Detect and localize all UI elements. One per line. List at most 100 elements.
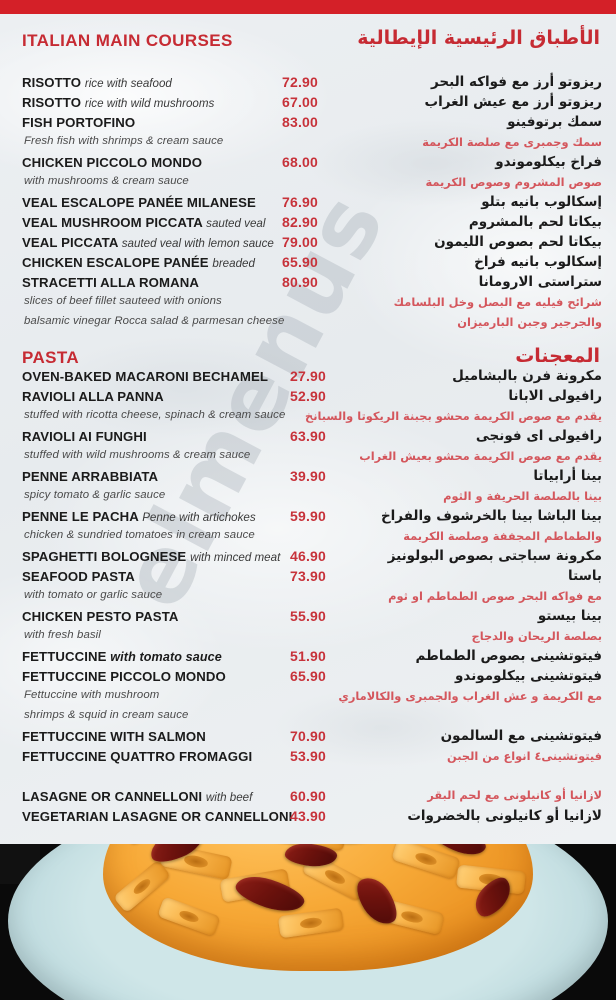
menu-row-desc: with fresh basil [22, 629, 332, 649]
menu-row[interactable]: PENNE ARRABBIATA 39.90 [22, 468, 332, 489]
menu-row[interactable]: FETTUCCINE with tomato sauce 51.90 [22, 648, 332, 669]
item-name: RISOTTO rice with wild mushrooms [22, 95, 215, 110]
item-description: spicy tomato & garlic sauce [24, 489, 166, 501]
item-name: STRACETTI ALLA ROMANA [22, 275, 199, 290]
menu-row[interactable]: STRACETTI ALLA ROMANA 80.90 [22, 274, 332, 295]
item-price: 59.90 [290, 508, 327, 524]
item-name-ar: إسكالوب بانيه بتلو [481, 194, 602, 210]
menu-row-desc: balsamic vinegar Rocca salad & parmesan … [22, 315, 332, 335]
item-description-ar: يقدم مع صوص الكريمة محشو بجبنة الريكوتا … [305, 409, 602, 423]
item-subtitle: rice with wild mushrooms [84, 97, 215, 110]
menu-row-desc: shrimps & squid in cream sauce [22, 709, 332, 729]
item-name-ar: فيتوتشينى بصوص الطماطم [415, 648, 602, 664]
item-name: VEGETARIAN LASAGNE OR CANNELLONI [22, 809, 293, 824]
menu-row-desc: stuffed with ricotta cheese, spinach & c… [22, 409, 332, 429]
item-price: 72.90 [282, 74, 319, 90]
menu-row[interactable]: RISOTTO rice with seafood 72.90 [22, 74, 332, 95]
menu-row[interactable]: RISOTTO rice with wild mushrooms 67.00 [22, 94, 332, 115]
item-name: FETTUCCINE PICCOLO MONDO [22, 669, 226, 684]
item-description: stuffed with ricotta cheese, spinach & c… [24, 409, 286, 421]
item-price: 53.90 [290, 748, 327, 764]
item-name: CHICKEN PESTO PASTA [22, 609, 179, 624]
menu-row[interactable]: FETTUCCINE QUATTRO FROMAGGI 53.90 [22, 748, 332, 769]
menu-row[interactable]: RAVIOLI AI FUNGHI 63.90 [22, 428, 332, 449]
item-name-ar: مكرونة فرن بالبشاميل [452, 368, 602, 384]
item-subtitle: sauted veal [206, 217, 266, 230]
item-description-ar: فيتوتشينى٤ انواع من الجبن [446, 749, 602, 763]
item-name: FETTUCCINE WITH SALMON [22, 729, 206, 744]
menu-row[interactable]: FETTUCCINE PICCOLO MONDO 65.90 [22, 668, 332, 689]
menu-row[interactable]: RAVIOLI ALLA PANNA 52.90 [22, 388, 332, 409]
menu-row-desc: slices of beef fillet sauteed with onion… [22, 295, 332, 315]
item-description: chicken & sundried tomatoes in cream sau… [24, 529, 255, 541]
menu-row-desc: stuffed with wild mushrooms & cream sauc… [22, 449, 332, 469]
menu-row[interactable]: LASAGNE OR CANNELLONI with beef 60.90 [22, 788, 332, 809]
menu-row[interactable]: CHICKEN PESTO PASTA 55.90 [22, 608, 332, 629]
item-price: 67.00 [282, 94, 319, 110]
item-name-ar: بيكاتا لحم بالمشروم [468, 214, 602, 230]
item-name-ar: فيتوتشينى مع السالمون [440, 728, 602, 744]
menu-row-desc: chicken & sundried tomatoes in cream sau… [22, 529, 332, 549]
item-price: 27.90 [290, 368, 327, 384]
menu-row[interactable]: VEGETARIAN LASAGNE OR CANNELLONI 43.90 [22, 808, 332, 829]
item-subtitle: Penne with artichokes [142, 511, 256, 524]
item-description-ar: يقدم مع صوص الكريمة محشو بعيش الغراب [359, 449, 602, 463]
item-description: balsamic vinegar Rocca salad & parmesan … [24, 315, 285, 327]
item-name: CHICKEN PICCOLO MONDO [22, 155, 203, 170]
menu-row[interactable]: CHICKEN PICCOLO MONDO 68.00 [22, 154, 332, 175]
item-subtitle: sauted veal with lemon sauce [121, 237, 274, 250]
item-description-ar: والطماطم المجففة وصلصة الكريمة [403, 529, 602, 543]
item-description: stuffed with wild mushrooms & cream sauc… [24, 449, 251, 461]
item-name-ar: فيتوتشينى بيكلوموندو [455, 668, 602, 684]
item-subtitle: with minced meat [190, 551, 281, 564]
item-description-ar: سمك وجمبرى مع صلصة الكريمة [422, 135, 602, 149]
menu-row-desc: with tomato or garlic sauce [22, 589, 332, 609]
menu-content: ITALIAN MAIN COURSES الأطباق الرئيسية ال… [0, 14, 616, 844]
menu-row[interactable]: FISH PORTOFINO 83.00 [22, 114, 332, 135]
menu-row[interactable]: FETTUCCINE WITH SALMON 70.90 [22, 728, 332, 749]
item-name-ar: فراخ بيكلوموندو [495, 154, 602, 170]
item-name-ar: ريزوتو أرز مع عيش الغراب [424, 94, 602, 110]
item-name: PENNE LE PACHA Penne with artichokes [22, 509, 256, 524]
menu-row[interactable]: SPAGHETTI BOLOGNESE with minced meat 46.… [22, 548, 332, 569]
item-price: 65.90 [290, 668, 327, 684]
plate [8, 844, 608, 1000]
item-name-ar: ستراستى الارومانا [478, 274, 602, 290]
item-name: SEAFOOD PASTA [22, 569, 135, 584]
item-description-ar: والجرجير وجبن البارميزان [457, 315, 602, 329]
item-name: VEAL ESCALOPE PANÉE MILANESE [22, 195, 256, 210]
item-name-ar: بيكاتا لحم بصوص الليمون [434, 234, 602, 250]
menu-row[interactable]: CHICKEN ESCALOPE PANÉE breaded 65.90 [22, 254, 332, 275]
item-price: 55.90 [290, 608, 327, 624]
item-price: 76.90 [282, 194, 319, 210]
item-name: FETTUCCINE QUATTRO FROMAGGI [22, 749, 253, 764]
item-description-ar: مع فواكه البحر صوص الطماطم او ثوم [388, 589, 602, 603]
item-price: 63.90 [290, 428, 327, 444]
item-name-ar: سمك برتوفينو [507, 114, 602, 130]
item-price: 68.00 [282, 154, 319, 170]
item-description: with mushrooms & cream sauce [24, 175, 189, 187]
menu-row[interactable]: VEAL PICCATA sauted veal with lemon sauc… [22, 234, 332, 255]
top-red-bar [0, 0, 616, 14]
item-description-ar: بصلصة الريحان والدجاج [471, 629, 602, 643]
menu-row[interactable]: PENNE LE PACHA Penne with artichokes 59.… [22, 508, 332, 529]
item-subtitle: breaded [212, 257, 255, 270]
item-name-ar: لازانيا أو كانيلونى مع لحم البقر [427, 788, 602, 802]
item-name: FETTUCCINE with tomato sauce [22, 649, 222, 664]
item-name: VEAL PICCATA sauted veal with lemon sauc… [22, 235, 274, 250]
item-name: SPAGHETTI BOLOGNESE with minced meat [22, 549, 281, 564]
item-name-ar: إسكالوب بانيه فراخ [474, 254, 602, 270]
item-subtitle: rice with seafood [84, 77, 172, 90]
menu-row[interactable]: VEAL ESCALOPE PANÉE MILANESE 76.90 [22, 194, 332, 215]
item-name-ar: رافيولى اى فونجى [475, 428, 602, 444]
item-name-ar: ريزوتو أرز مع فواكه البحر [430, 74, 602, 90]
item-price: 39.90 [290, 468, 327, 484]
item-subtitle: with beef [205, 791, 253, 804]
menu-row[interactable]: SEAFOOD PASTA 73.90 [22, 568, 332, 589]
menu-row[interactable]: OVEN-BAKED MACARONI BECHAMEL 27.90 [22, 368, 332, 389]
item-price: 60.90 [290, 788, 327, 804]
item-price: 79.00 [282, 234, 319, 250]
menu-row-desc: Fresh fish with shrimps & cream sauce [22, 135, 332, 155]
menu-row[interactable]: VEAL MUSHROOM PICCATA sauted veal 82.90 [22, 214, 332, 235]
